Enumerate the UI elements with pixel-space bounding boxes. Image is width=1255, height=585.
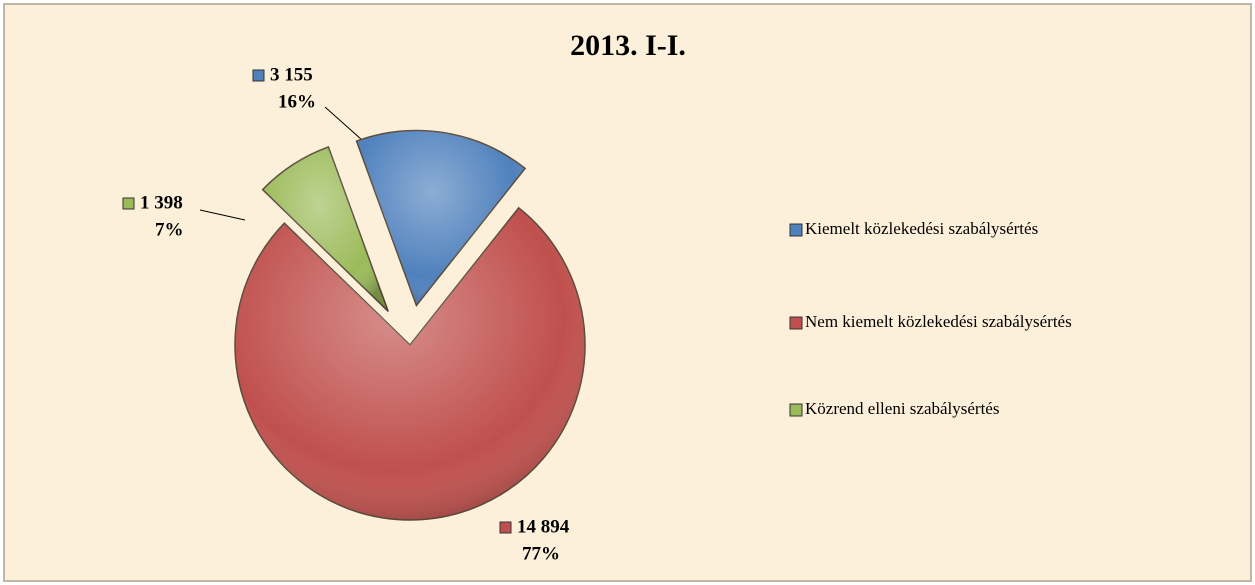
percent-label: 77% <box>522 543 560 564</box>
leader-line <box>324 106 363 141</box>
label-key <box>252 69 265 82</box>
legend-label: Kiemelt közlekedési szabálysértés <box>805 219 1038 238</box>
legend-label: Nem kiemelt közlekedési szabálysértés <box>805 312 1072 331</box>
data-label: 1 398 <box>140 192 183 213</box>
label-key <box>499 521 512 534</box>
legend-swatch <box>789 316 803 330</box>
percent-label: 7% <box>155 219 184 240</box>
data-label: 14 894 <box>517 516 570 537</box>
data-label: 3 155 <box>270 64 313 85</box>
chart-title: 2013. I-I. <box>570 29 686 62</box>
percent-label: 16% <box>278 91 316 112</box>
legend-swatch <box>789 403 803 417</box>
legend-swatch <box>789 223 803 237</box>
label-key <box>122 197 135 210</box>
legend-label: Közrend elleni szabálysértés <box>805 399 999 418</box>
chart-background <box>3 3 1252 582</box>
